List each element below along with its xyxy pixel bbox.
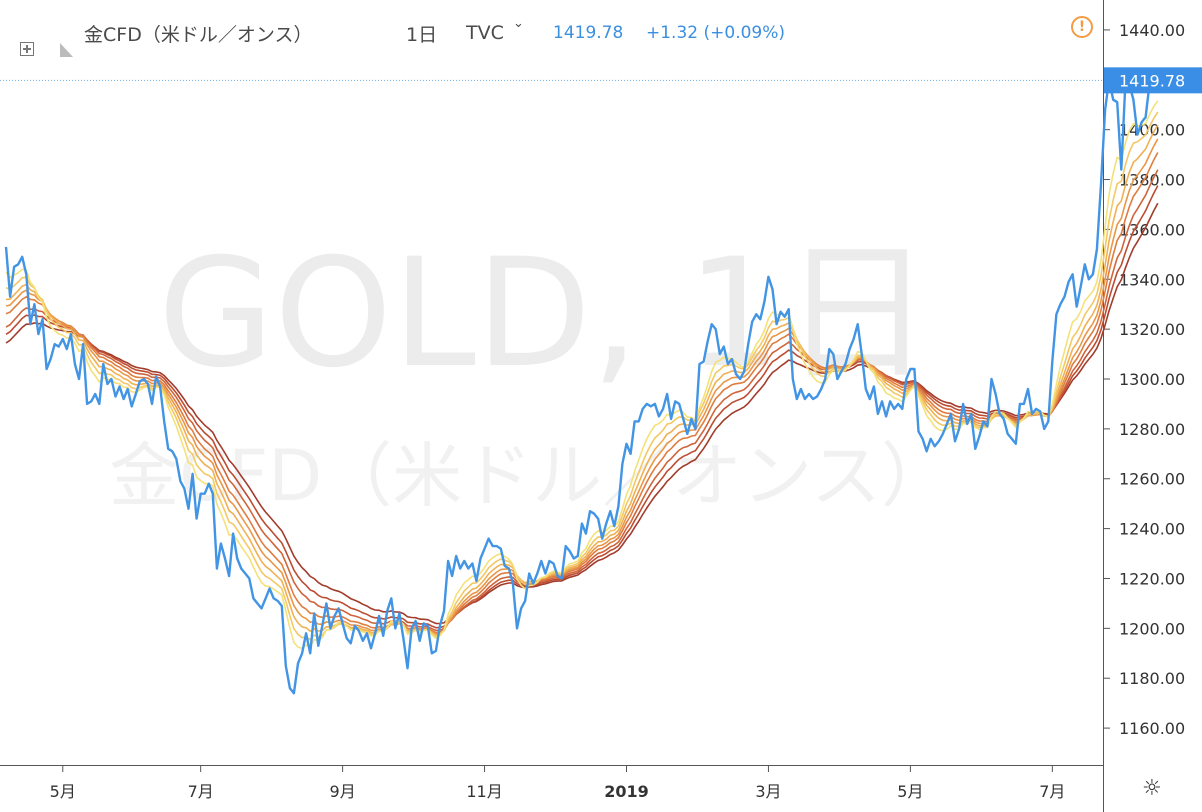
watermark-symbol: GOLD, 1日 [158,227,932,401]
plus-square-icon[interactable] [20,42,34,56]
y-tick-label: 1200.00 [1119,619,1185,638]
x-tick-label: 2019 [604,782,649,801]
y-tick-label: 1160.00 [1119,719,1185,738]
ma-line [5,185,1159,629]
y-tick-label: 1260.00 [1119,470,1185,489]
chevron-down-icon[interactable]: ⌄ [513,16,524,31]
x-tick-label: 7月 [188,782,214,801]
y-tick-label: 1280.00 [1119,420,1185,439]
watermark-name: 金CFD（米ドル／オンス） [109,435,951,517]
y-tick-label: 1240.00 [1119,520,1185,539]
x-tick-label: 11月 [466,782,502,801]
y-tick-label: 1340.00 [1119,270,1185,289]
y-tick-label: 1440.00 [1119,21,1185,40]
y-tick-label: 1300.00 [1119,370,1185,389]
x-tick-label: 5月 [897,782,923,801]
last-price: 1419.78 [553,23,624,43]
last-price-badge [1104,67,1202,94]
last-price-badge-text: 1419.78 [1119,71,1185,90]
interval-label[interactable]: 1日 [406,23,438,46]
source-label[interactable]: TVC [466,22,504,44]
y-tick-label: 1180.00 [1119,669,1185,688]
ma-line [5,100,1159,650]
x-tick-label: 5月 [50,782,76,801]
price-line [4,78,1158,695]
flag-icon [60,43,73,57]
y-tick-label: 1360.00 [1119,220,1185,239]
ma-line [5,202,1159,625]
y-tick-label: 1320.00 [1119,320,1185,339]
x-tick-label: 9月 [330,782,356,801]
symbol-name[interactable]: 金CFD（米ドル／オンス） [84,23,313,46]
gear-icon[interactable]: ☼ [1142,776,1162,801]
x-tick-label: 3月 [755,782,781,801]
warning-icon[interactable]: ! [1071,16,1093,38]
price-change: +1.32 (+0.09%) [646,23,786,43]
x-tick-label: 7月 [1039,782,1065,801]
y-tick-label: 1220.00 [1119,569,1185,588]
